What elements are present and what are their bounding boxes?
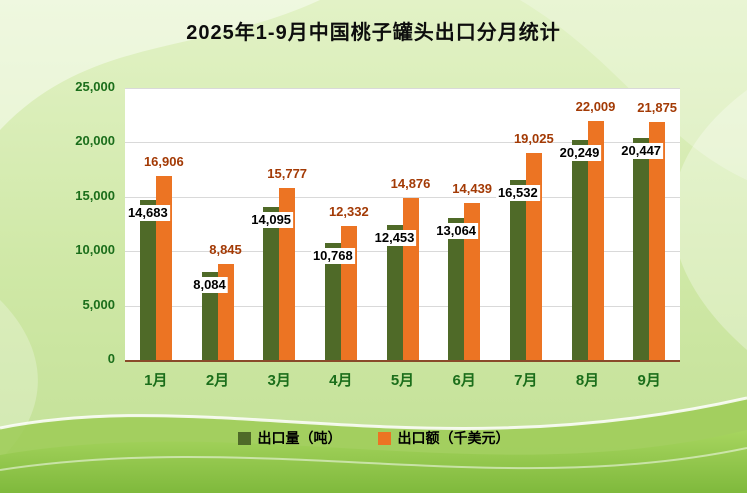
bar-volume xyxy=(509,180,526,360)
bar-value xyxy=(279,188,296,360)
gridline xyxy=(125,196,680,198)
bar-value-label: 8,845 xyxy=(209,241,242,257)
bar-value xyxy=(525,153,542,360)
bar-volume-label: 13,064 xyxy=(434,222,479,239)
gridline xyxy=(125,88,680,89)
bar-volume xyxy=(324,242,341,360)
bar-volume-label: 12,453 xyxy=(372,229,417,246)
x-axis-label: 4月 xyxy=(329,372,353,389)
bar-value xyxy=(587,120,604,360)
legend-item: 出口额（千美元） xyxy=(377,428,510,448)
bar-value-label: 22,009 xyxy=(575,98,616,114)
bar-volume-label: 20,447 xyxy=(619,142,664,159)
x-axis-label: 1月 xyxy=(144,372,168,389)
x-axis-label: 8月 xyxy=(575,372,600,389)
y-axis-tick-label: 0 xyxy=(107,351,115,366)
bar-value-label: 12,332 xyxy=(328,203,369,219)
bar-value-label: 14,876 xyxy=(390,176,431,192)
legend-label: 出口量（吨） xyxy=(257,430,342,446)
bar-value xyxy=(340,225,357,360)
bar-volume xyxy=(139,200,156,360)
bar-value xyxy=(464,202,481,360)
bar-volume-label: 8,084 xyxy=(191,277,228,294)
bar-volume xyxy=(448,217,465,360)
x-axis-label: 5月 xyxy=(390,372,415,389)
bar-value-label: 15,777 xyxy=(267,166,308,182)
y-axis-tick-label: 20,000 xyxy=(75,133,115,149)
y-axis-tick-label: 15,000 xyxy=(75,187,115,203)
bar-volume xyxy=(633,137,650,360)
bar-value xyxy=(155,176,172,360)
bar-volume-label: 14,683 xyxy=(125,205,170,222)
legend-swatch xyxy=(377,431,391,445)
bar-volume xyxy=(263,206,280,360)
bar-volume xyxy=(201,272,218,360)
x-axis-label: 7月 xyxy=(514,372,538,389)
chart-legend: 出口量（吨） 出口额（千美元） xyxy=(0,428,747,448)
bar-volume xyxy=(386,224,403,360)
x-axis-label: 2月 xyxy=(205,372,230,389)
x-axis-label: 9月 xyxy=(637,372,661,389)
bar-volume-label: 10,768 xyxy=(310,247,355,264)
gridline xyxy=(125,142,680,144)
bar-value xyxy=(649,122,666,360)
x-axis-label: 3月 xyxy=(267,372,291,389)
legend-swatch xyxy=(237,431,251,445)
bar-volume-label: 20,249 xyxy=(557,144,602,161)
bar-value-label: 21,875 xyxy=(637,100,678,115)
x-axis-label: 6月 xyxy=(452,372,476,389)
bar-volume-label: 14,095 xyxy=(249,211,294,228)
legend-label: 出口额（千美元） xyxy=(397,430,510,446)
bar-value xyxy=(402,198,419,360)
legend-item: 出口量（吨） xyxy=(237,428,342,448)
bar-value-label: 14,439 xyxy=(452,180,493,196)
plot-area: 14,683 16,906 8,084 8,845 14,095 15,777 10,768… xyxy=(125,88,680,362)
y-axis-tick-label: 25,000 xyxy=(75,79,115,94)
bar-volume-label: 16,532 xyxy=(495,185,540,202)
bar-value-label: 19,025 xyxy=(513,131,554,146)
y-axis-tick-label: 10,000 xyxy=(75,242,115,258)
y-axis-tick-label: 5,000 xyxy=(82,296,115,312)
bar-value-label: 16,906 xyxy=(143,154,184,170)
chart-title: 2025年1-9月中国桃子罐头出口分月统计 xyxy=(186,22,561,44)
bar-volume xyxy=(571,139,588,360)
